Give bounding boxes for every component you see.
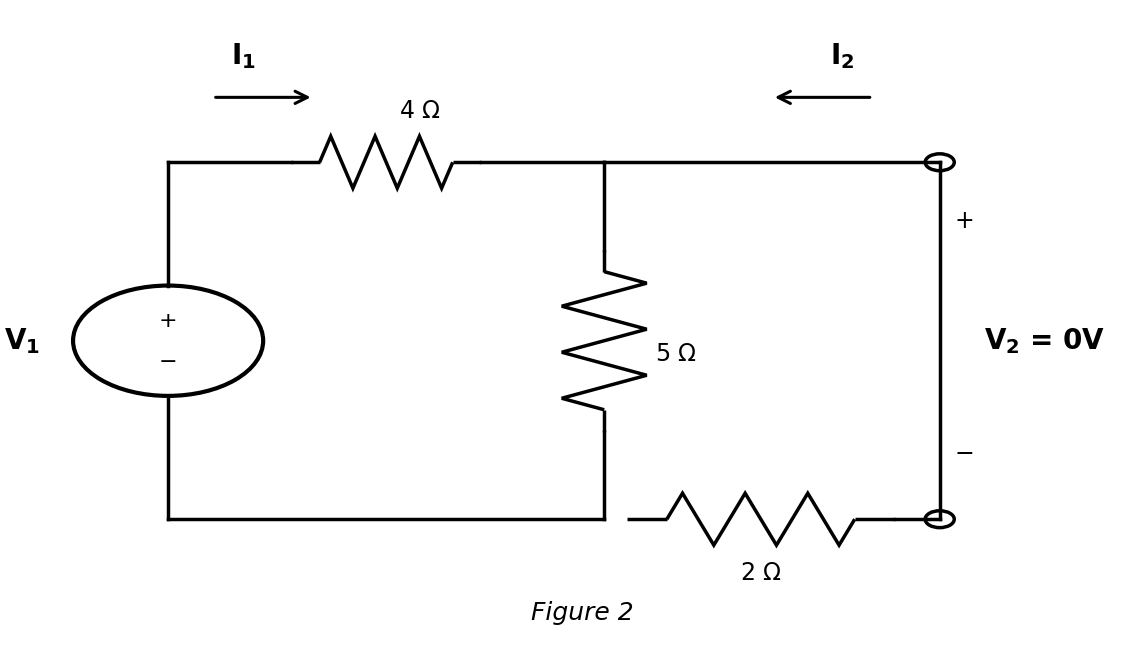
- Text: 5 $\Omega$: 5 $\Omega$: [655, 342, 696, 365]
- Text: +: +: [159, 312, 178, 332]
- Text: Figure 2: Figure 2: [531, 602, 633, 625]
- Text: −: −: [954, 443, 974, 466]
- Text: $\mathbf{V_1}$: $\mathbf{V_1}$: [3, 326, 40, 356]
- Text: −: −: [159, 352, 178, 372]
- Text: $\mathbf{I_1}$: $\mathbf{I_1}$: [230, 42, 256, 71]
- Text: 4 $\Omega$: 4 $\Omega$: [399, 99, 440, 123]
- Text: 2 $\Omega$: 2 $\Omega$: [741, 561, 782, 585]
- Text: $\mathbf{I_2}$: $\mathbf{I_2}$: [831, 42, 855, 71]
- Text: +: +: [954, 209, 974, 232]
- Text: $\mathbf{V_2}$ = 0V: $\mathbf{V_2}$ = 0V: [985, 326, 1106, 356]
